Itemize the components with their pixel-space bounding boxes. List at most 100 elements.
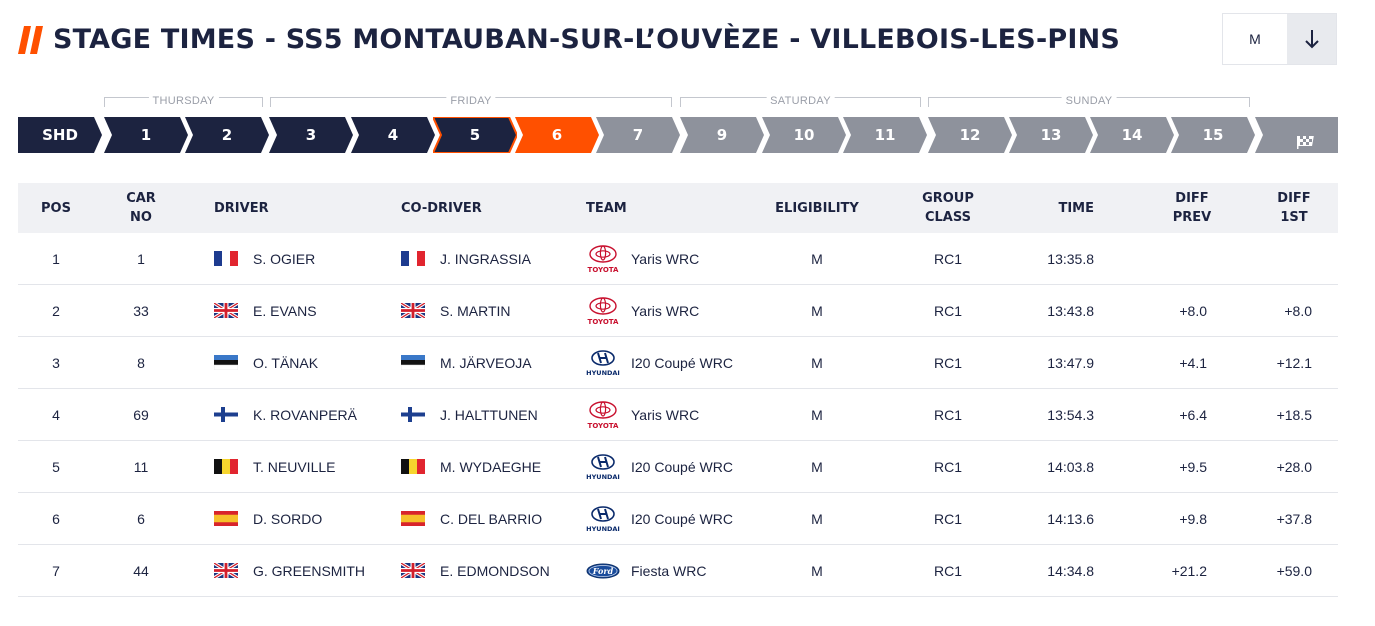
driver-name: G. GREENSMITH — [253, 562, 366, 579]
stage-11[interactable]: 11 — [843, 117, 927, 153]
stage-2[interactable]: 2 — [185, 117, 269, 153]
table-row[interactable]: 7 44 G. GREENSMITH E. EDMONDSON Ford Fie… — [18, 545, 1338, 597]
results-table-header: POS CAR NO DRIVER CO-DRIVER TEAM ELIGIBIL… — [18, 183, 1338, 233]
page-title: STAGE TIMES - SS5 MONTAUBAN-SUR-L’OUVÈZE… — [53, 24, 1121, 55]
table-row[interactable]: 2 33 E. EVANS S. MARTIN TOYOTA Yaris WRC… — [18, 285, 1338, 337]
svg-text:TOYOTA: TOYOTA — [588, 422, 619, 430]
codriver-cell[interactable]: C. DEL BARRIO — [401, 493, 542, 544]
stage-label: 3 — [305, 126, 317, 144]
eligibility-cell: M — [811, 406, 823, 423]
group-class-cell: RC1 — [933, 302, 962, 319]
eligibility-cell: M — [811, 510, 823, 527]
driver-cell[interactable]: D. SORDO — [214, 493, 322, 544]
driver-cell[interactable]: K. ROVANPERÄ — [214, 389, 357, 440]
stage-label: 7 — [632, 126, 644, 144]
stage-label: SHD — [42, 126, 78, 144]
col-car-no[interactable]: CAR NO — [126, 191, 156, 225]
stage-10[interactable]: 10 — [762, 117, 846, 153]
group-class-cell: RC1 — [933, 406, 962, 423]
codriver-cell[interactable]: M. WYDAEGHE — [401, 441, 541, 492]
col-driver[interactable]: DRIVER — [214, 200, 269, 216]
stage-finish[interactable] — [1255, 117, 1338, 153]
col-eligibility[interactable]: ELIGIBILITY — [775, 200, 859, 216]
stage-13[interactable]: 13 — [1009, 117, 1093, 153]
team-cell: HYUNDAI I20 Coupé WRC — [585, 337, 733, 388]
col-codriver[interactable]: CO-DRIVER — [401, 200, 482, 216]
col-diff-prev[interactable]: DIFF PREV — [1172, 191, 1212, 225]
stage-6[interactable]: 6 — [515, 117, 599, 153]
col-diff-1st[interactable]: DIFF 1ST — [1277, 191, 1311, 225]
diff-prev-cell: +9.5 — [1179, 458, 1207, 475]
diff-1st-cell: +8.0 — [1284, 302, 1312, 319]
table-row[interactable]: 4 69 K. ROVANPERÄ J. HALTTUNEN TOYOTA Ya… — [18, 389, 1338, 441]
sort-button[interactable] — [1287, 14, 1336, 64]
france-flag-icon — [214, 251, 238, 266]
svg-text:Ford: Ford — [592, 566, 614, 576]
table-row[interactable]: 6 6 D. SORDO C. DEL BARRIO HYUNDAI I20 C… — [18, 493, 1338, 545]
stage-9[interactable]: 9 — [680, 117, 764, 153]
group-class-cell: RC1 — [933, 510, 962, 527]
stage-shd[interactable]: SHD — [18, 117, 102, 153]
codriver-cell[interactable]: E. EDMONDSON — [401, 545, 550, 596]
col-time[interactable]: TIME — [1058, 200, 1094, 216]
arrow-down-icon — [1304, 30, 1319, 49]
col-team[interactable]: TEAM — [586, 200, 627, 216]
stage-3[interactable]: 3 — [269, 117, 353, 153]
eligibility-cell: M — [811, 302, 823, 319]
stage-label: 5 — [469, 126, 481, 144]
time-cell: 13:47.9 — [1047, 354, 1094, 371]
diff-prev-cell — [1118, 233, 1207, 284]
codriver-name: C. DEL BARRIO — [440, 510, 543, 527]
driver-cell[interactable]: G. GREENSMITH — [214, 545, 365, 596]
codriver-name: E. EDMONDSON — [440, 562, 550, 579]
table-row[interactable]: 1 1 S. OGIER J. INGRASSIA TOYOTA Yaris W… — [18, 233, 1338, 285]
hyundai-logo-icon: HYUNDAI — [585, 348, 621, 378]
stage-15[interactable]: 15 — [1171, 117, 1255, 153]
codriver-cell[interactable]: M. JÄRVEOJA — [401, 337, 532, 388]
stage-14[interactable]: 14 — [1090, 117, 1174, 153]
france-flag-icon — [401, 251, 425, 266]
col-pos[interactable]: POS — [41, 200, 71, 216]
stage-1[interactable]: 1 — [104, 117, 188, 153]
brand-slashes-icon — [18, 26, 43, 54]
hyundai-logo-icon: HYUNDAI — [585, 504, 621, 534]
table-row[interactable]: 3 8 O. TÄNAK M. JÄRVEOJA HYUNDAI I20 Cou… — [18, 337, 1338, 389]
car-no-cell: 33 — [133, 302, 149, 319]
diff-prev-cell: +9.8 — [1179, 510, 1207, 527]
codriver-name: J. HALTTUNEN — [440, 406, 538, 423]
svg-text:TOYOTA: TOYOTA — [588, 318, 619, 326]
driver-cell[interactable]: T. NEUVILLE — [214, 441, 335, 492]
driver-name: E. EVANS — [253, 302, 317, 319]
toyota-logo-icon: TOYOTA — [585, 400, 621, 430]
driver-cell[interactable]: O. TÄNAK — [214, 337, 318, 388]
stage-label: 4 — [387, 126, 399, 144]
codriver-cell[interactable]: S. MARTIN — [401, 285, 511, 336]
table-row[interactable]: 5 11 T. NEUVILLE M. WYDAEGHE HYUNDAI I20… — [18, 441, 1338, 493]
driver-cell[interactable]: S. OGIER — [214, 233, 315, 284]
team-cell: TOYOTA Yaris WRC — [585, 233, 699, 284]
stage-label: 13 — [1040, 126, 1062, 144]
spain-flag-icon — [214, 511, 238, 526]
stage-label: 15 — [1202, 126, 1224, 144]
col-group-class[interactable]: GROUP CLASS — [922, 191, 974, 225]
eligibility-filter[interactable]: M — [1222, 13, 1337, 65]
team-car: I20 Coupé WRC — [631, 510, 733, 527]
stage-label: 2 — [221, 126, 233, 144]
group-class-cell: RC1 — [933, 354, 962, 371]
driver-cell[interactable]: E. EVANS — [214, 285, 317, 336]
stage-12[interactable]: 12 — [928, 117, 1012, 153]
filter-value[interactable]: M — [1249, 31, 1261, 47]
eligibility-cell: M — [811, 250, 823, 267]
stage-7[interactable]: 7 — [596, 117, 680, 153]
codriver-cell[interactable]: J. INGRASSIA — [401, 233, 531, 284]
pos-cell: 3 — [52, 354, 60, 371]
group-class-cell: RC1 — [933, 250, 962, 267]
stage-4[interactable]: 4 — [351, 117, 435, 153]
belgium-flag-icon — [401, 459, 425, 474]
diff-1st-cell: +12.1 — [1276, 354, 1312, 371]
day-friday: FRIDAY — [270, 95, 672, 107]
team-cell: HYUNDAI I20 Coupé WRC — [585, 441, 733, 492]
codriver-cell[interactable]: J. HALTTUNEN — [401, 389, 538, 440]
finland-flag-icon — [214, 407, 238, 422]
stage-5[interactable]: 5 — [433, 117, 517, 153]
